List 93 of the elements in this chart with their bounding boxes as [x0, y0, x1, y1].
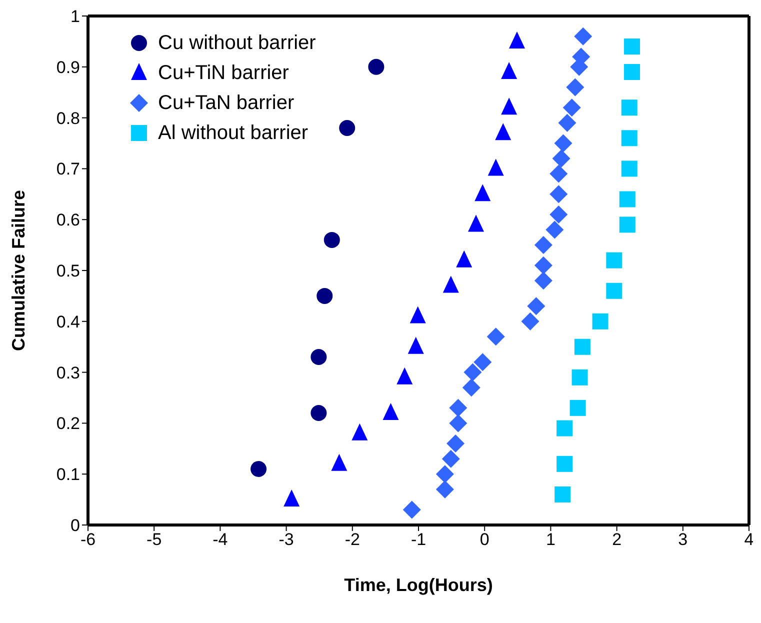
x-tick-label: 2 — [612, 530, 622, 550]
point — [558, 114, 576, 132]
point — [316, 288, 333, 304]
point — [324, 232, 340, 248]
y-tick-label: 0.2 — [56, 414, 80, 434]
point — [554, 134, 572, 152]
point — [408, 336, 424, 354]
point — [570, 400, 586, 416]
point — [442, 276, 459, 293]
point — [382, 403, 399, 420]
point — [284, 490, 300, 507]
x-tick-label: 0 — [480, 530, 490, 550]
point — [546, 220, 564, 239]
point — [436, 465, 454, 484]
point — [527, 297, 546, 316]
y-axis-title: Cumulative Failure — [8, 190, 28, 352]
point — [621, 100, 638, 116]
point — [456, 250, 472, 268]
point — [442, 450, 460, 468]
point — [556, 456, 573, 472]
y-tick-label: 0.9 — [56, 58, 80, 77]
point — [250, 461, 267, 478]
y-tick-label: 0.4 — [56, 312, 80, 332]
point — [449, 414, 468, 432]
point — [446, 434, 465, 453]
point — [331, 454, 348, 471]
x-tick-label: 4 — [744, 530, 754, 550]
x-tick-label: -6 — [80, 530, 96, 550]
point — [606, 252, 622, 268]
point — [486, 328, 505, 346]
x-axis-title: Time, Log(Hours) — [344, 575, 493, 595]
point — [550, 164, 568, 183]
point — [462, 378, 480, 397]
point — [619, 191, 636, 208]
point — [449, 398, 468, 417]
y-tick-label: 0.8 — [56, 108, 80, 128]
point — [495, 123, 512, 140]
point — [574, 27, 592, 46]
point — [310, 405, 327, 422]
point — [550, 185, 568, 204]
x-tick-label: -4 — [212, 530, 228, 550]
y-tick-label: 0.6 — [56, 210, 80, 230]
y-tick-label: 1 — [70, 7, 80, 26]
point — [534, 236, 552, 254]
y-tick-label: 0.7 — [56, 160, 80, 179]
point — [552, 150, 570, 168]
x-tick-label: -1 — [410, 530, 426, 550]
point — [624, 64, 640, 80]
point — [368, 58, 384, 75]
point — [474, 184, 491, 202]
legend-label: Cu+TaN barrier — [158, 92, 294, 114]
point — [621, 130, 638, 146]
y-tick-label: 0.3 — [56, 363, 80, 382]
point — [396, 367, 413, 384]
point — [621, 160, 638, 177]
y-tick-label: 0 — [70, 516, 80, 536]
point — [554, 486, 571, 502]
x-tick-label: -2 — [344, 530, 360, 550]
point — [501, 98, 518, 115]
legend-label: Cu+TiN barrier — [158, 62, 289, 84]
point — [521, 312, 540, 330]
x-tick-label: -5 — [146, 530, 162, 550]
point — [501, 62, 518, 79]
point — [606, 282, 622, 299]
point — [572, 369, 588, 386]
point — [468, 214, 484, 232]
point — [402, 500, 421, 519]
point — [619, 216, 636, 233]
point — [574, 338, 590, 355]
point — [339, 120, 356, 136]
point — [488, 158, 504, 176]
point — [464, 363, 482, 382]
point — [436, 480, 454, 498]
point — [310, 349, 327, 366]
point — [410, 306, 426, 324]
legend-label: Al without barrier — [158, 122, 308, 144]
y-tick-label: 0.1 — [56, 465, 80, 484]
point — [474, 353, 492, 372]
x-tick-label: -3 — [278, 530, 294, 550]
point — [566, 78, 584, 96]
point — [534, 256, 552, 274]
legend-label: Cu without barrier — [158, 32, 316, 54]
point — [624, 38, 640, 55]
point — [592, 313, 608, 330]
point — [534, 272, 552, 290]
point — [508, 31, 525, 48]
point — [562, 98, 581, 117]
y-tick-label: 0.5 — [56, 262, 80, 281]
point — [550, 206, 568, 224]
x-tick-label: 1 — [546, 530, 556, 550]
point — [556, 420, 573, 436]
x-tick-label: 3 — [678, 530, 688, 550]
point — [352, 423, 368, 440]
